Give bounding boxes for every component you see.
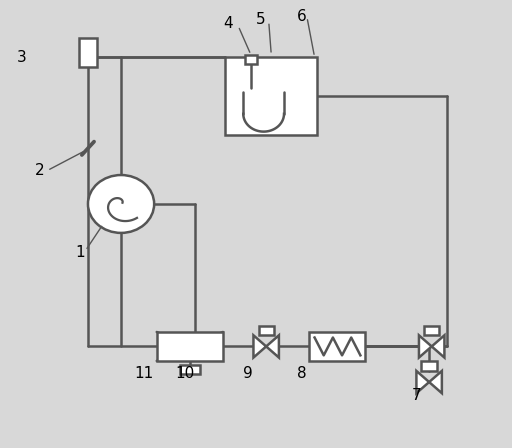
Text: 10: 10 <box>175 366 195 381</box>
Bar <box>259 326 274 335</box>
Bar <box>424 326 439 335</box>
Text: 3: 3 <box>17 50 27 65</box>
Circle shape <box>88 175 154 233</box>
Text: 7: 7 <box>412 388 421 403</box>
Text: 6: 6 <box>297 9 307 25</box>
Text: 8: 8 <box>297 366 307 381</box>
Bar <box>245 55 257 64</box>
Text: 11: 11 <box>134 366 154 381</box>
Text: 5: 5 <box>257 12 266 27</box>
Text: 1: 1 <box>75 246 85 260</box>
Polygon shape <box>432 335 444 358</box>
Polygon shape <box>266 335 279 358</box>
Bar <box>421 361 437 371</box>
Text: 4: 4 <box>223 16 233 31</box>
Bar <box>157 332 223 361</box>
Polygon shape <box>253 335 266 358</box>
Polygon shape <box>429 371 442 393</box>
Bar <box>225 57 317 135</box>
Polygon shape <box>419 335 432 358</box>
Bar <box>79 38 97 67</box>
Bar <box>309 332 366 361</box>
Text: 9: 9 <box>244 366 253 381</box>
Bar <box>180 366 200 374</box>
Text: 2: 2 <box>35 163 45 178</box>
Polygon shape <box>416 371 429 393</box>
